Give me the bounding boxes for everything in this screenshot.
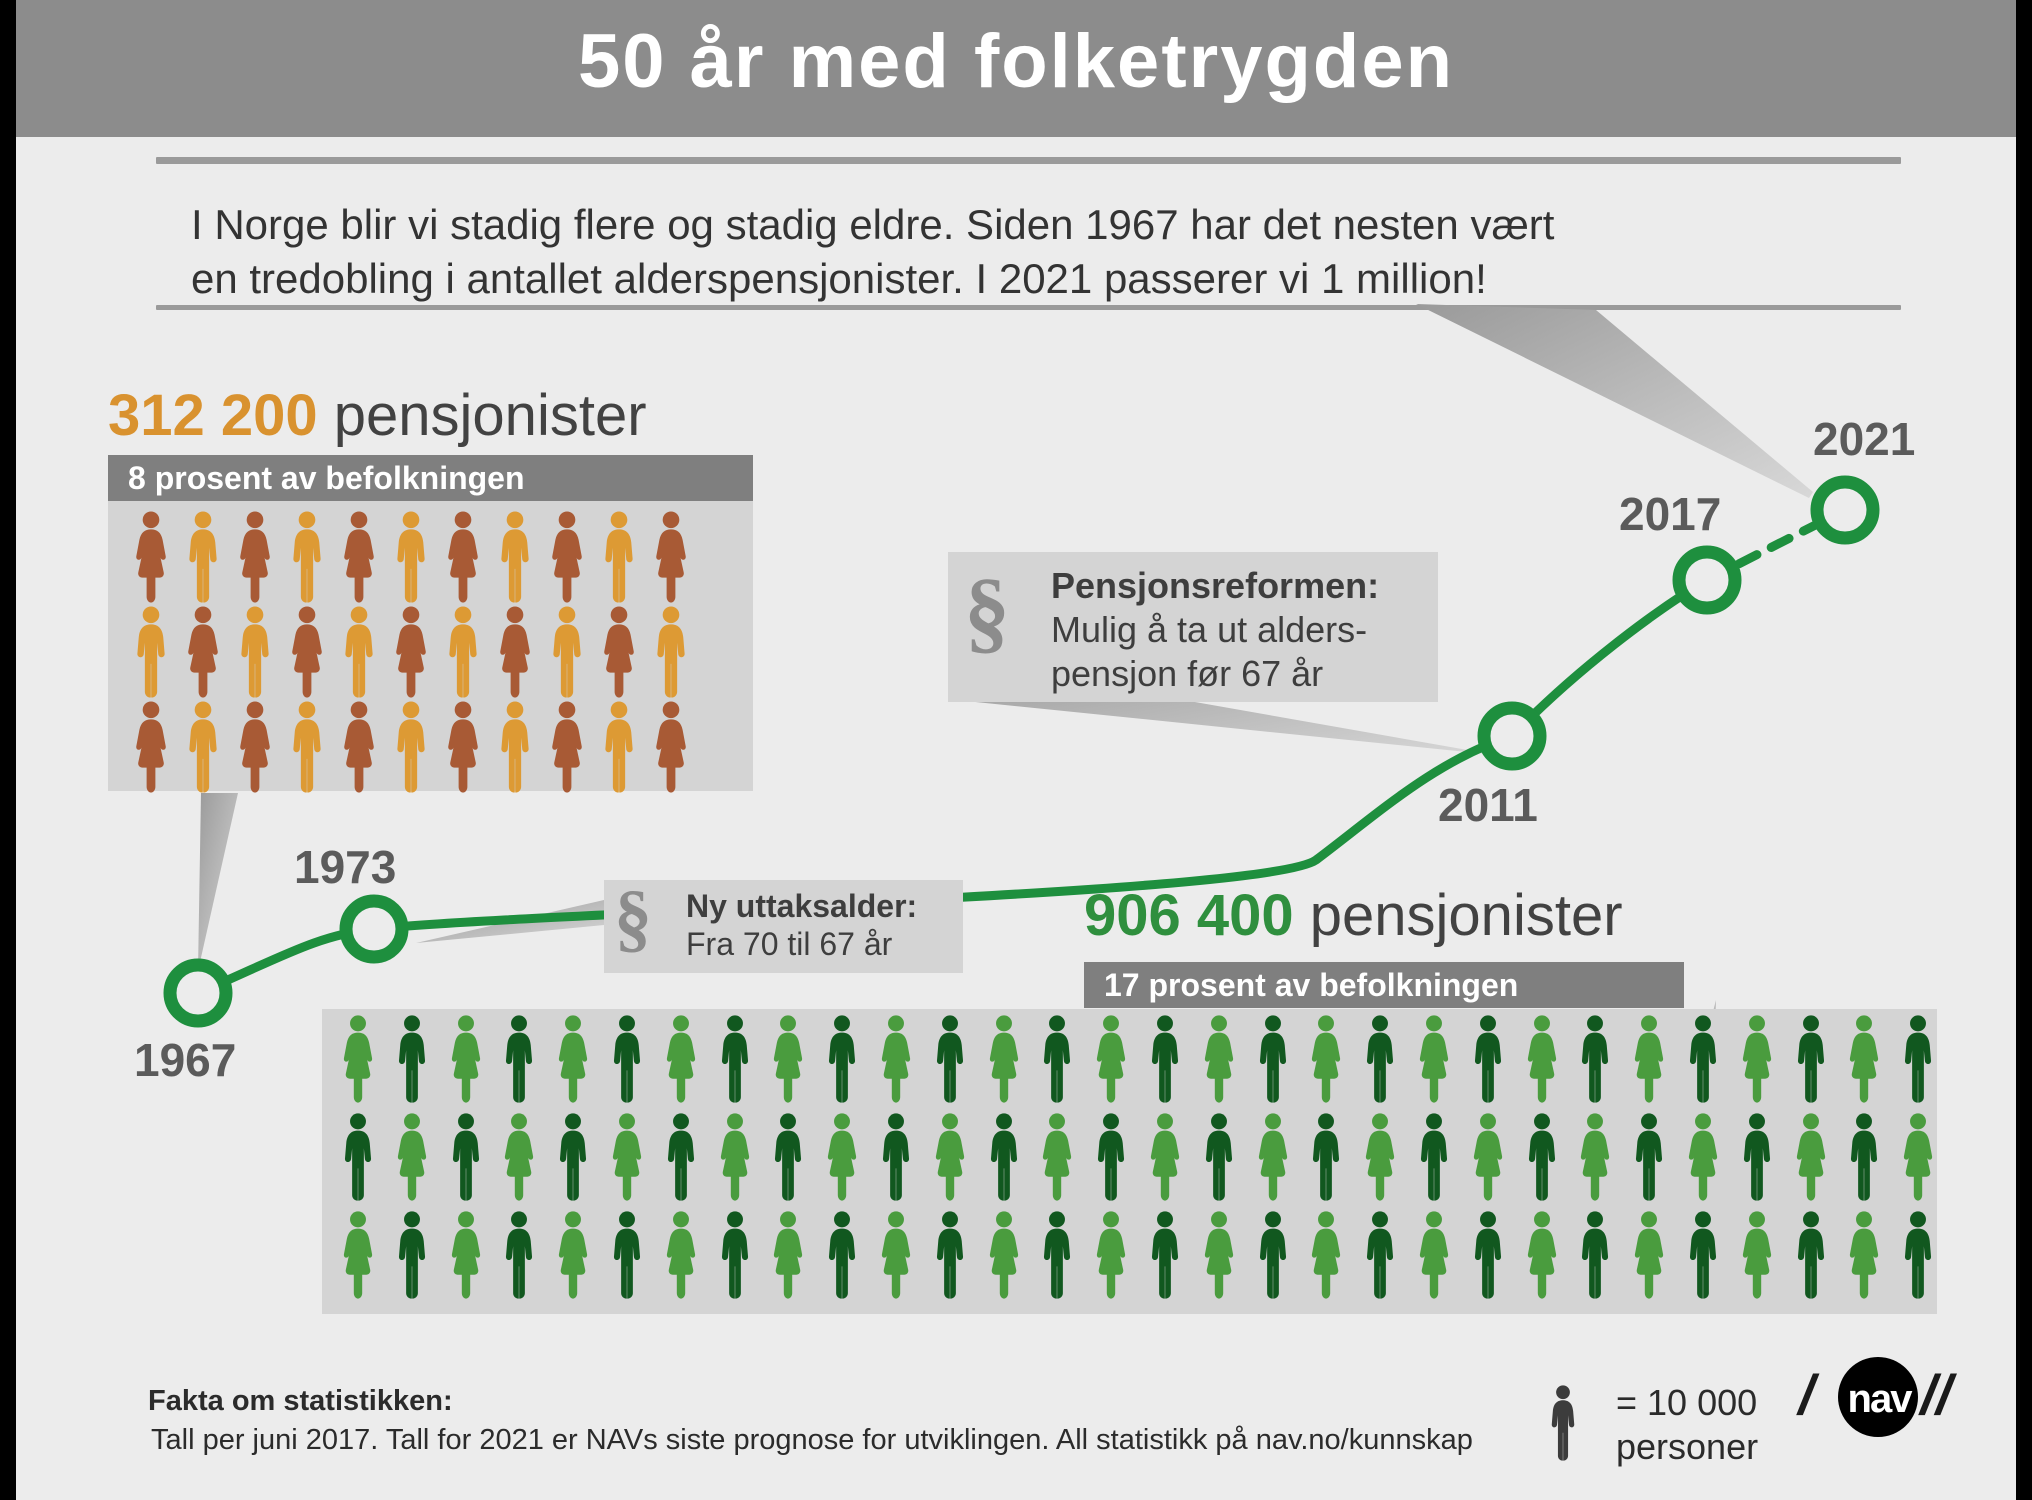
svg-text:/: / xyxy=(1793,1364,1822,1426)
svg-text:nav: nav xyxy=(1848,1377,1914,1421)
svg-text://: // xyxy=(1915,1364,1960,1426)
